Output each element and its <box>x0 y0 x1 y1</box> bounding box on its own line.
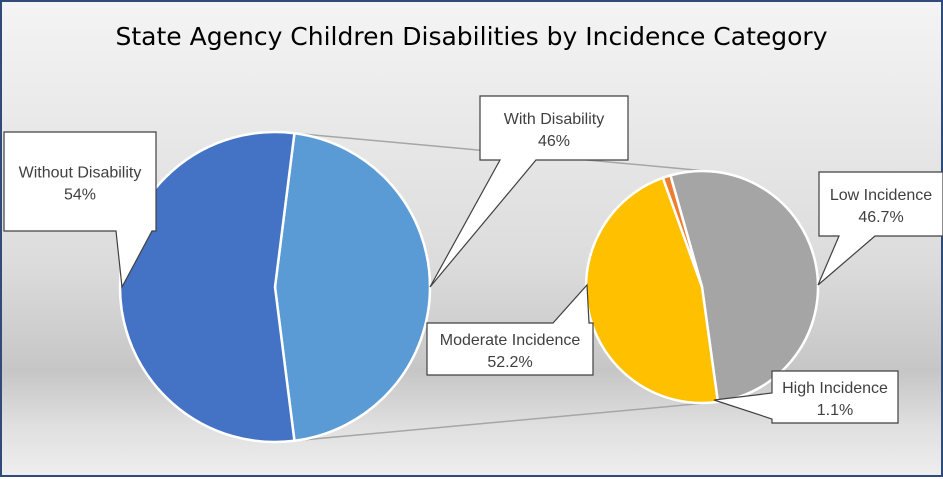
connector-line-bottom <box>294 402 710 442</box>
primary-label-without-disability: Without Disability <box>19 165 142 182</box>
primary-callout-without-disability <box>3 131 157 289</box>
primary-value-with-disability: 46% <box>538 133 570 150</box>
secondary-label-low-incidence: Low Incidence <box>830 187 932 204</box>
secondary-slice-moderate-incidence <box>669 169 820 404</box>
primary-callout-with-disability <box>429 95 629 288</box>
secondary-callout-high-incidence <box>713 370 899 424</box>
primary-value-without-disability: 54% <box>64 187 96 204</box>
secondary-callout-moderate-incidence <box>426 283 594 376</box>
primary-label-with-disability: With Disability <box>504 111 604 128</box>
primary-slice-with-disability <box>273 131 432 443</box>
secondary-label-high-incidence: High Incidence <box>782 380 888 397</box>
chart-title: State Agency Children Disabilities by In… <box>115 22 828 51</box>
secondary-value-low-incidence: 46.7% <box>858 209 903 226</box>
primary-slice-without-disability <box>118 130 296 444</box>
secondary-value-moderate-incidence: 52.2% <box>487 354 532 371</box>
secondary-slice-low-incidence <box>584 176 720 405</box>
secondary-value-high-incidence: 1.1% <box>817 402 853 419</box>
secondary-callout-low-incidence <box>817 171 943 286</box>
secondary-label-moderate-incidence: Moderate Incidence <box>440 332 581 349</box>
